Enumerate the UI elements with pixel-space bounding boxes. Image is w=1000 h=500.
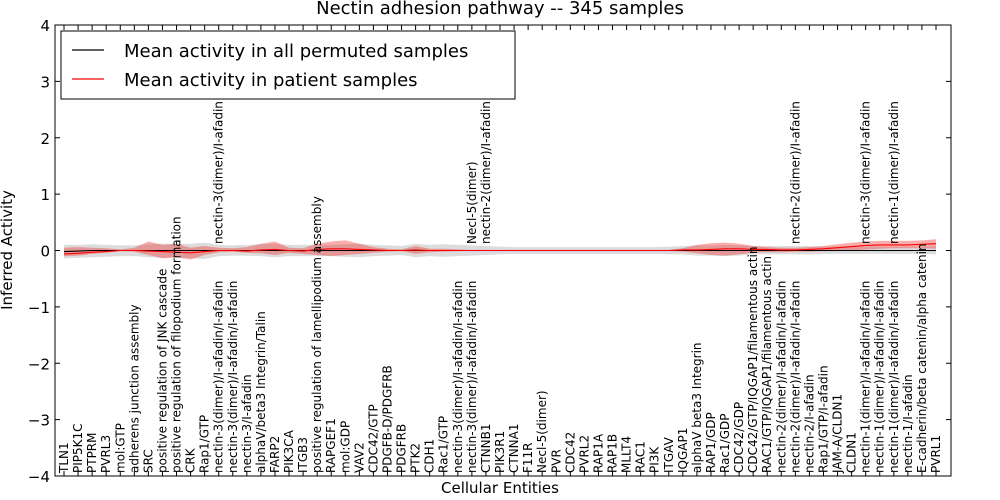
x-tick-label: PTK2 (409, 443, 423, 473)
y-tick-label: 4 (40, 17, 50, 35)
x-tick-label: RAC1 (634, 441, 648, 473)
x-tick-label: FARP2 (268, 436, 282, 473)
x-tick-label: positive regulation of filopodium format… (170, 216, 184, 473)
x-tick-label: nectin-3(dimer)/I-afadin/I-afadin (212, 281, 226, 473)
x-tick-label: CTNNA1 (507, 423, 521, 473)
x-tick-label: mol:GDP (338, 421, 352, 473)
x-tick-label: PIK3CA (282, 429, 296, 473)
x-tick-label: PI3K (648, 446, 662, 473)
x-tick-label: Rac1/GDP (718, 414, 732, 473)
x-tick-label: PVRL3 (99, 435, 113, 473)
x-tick-label: PTPRM (85, 433, 99, 474)
x-tick-label: RAC1/GTP/IQGAP1/filamentous actin (760, 256, 774, 473)
x-tick-label: CDC42/GTP/IQGAP1/filamentous actin (746, 247, 760, 473)
x-tick-label: PDGFB-D/PDGFRB (381, 365, 395, 473)
series-lines (63, 243, 937, 255)
x-tick-label: PIP5K1C (71, 423, 85, 473)
y-axis-label: Inferred Activity (0, 190, 16, 310)
y-tick-label: 2 (40, 130, 50, 148)
chart-title: Nectin adhesion pathway -- 345 samples (316, 0, 684, 19)
x-axis: TLN1 PIP5K1C PTPRM PVRL3 mol:GTP adherens jun… (57, 25, 943, 476)
legend-label-permuted: Mean activity in all permuted samples (124, 41, 468, 62)
x-tick-label: PIK3R1 (493, 431, 507, 473)
y-tick-label: 0 (40, 243, 50, 261)
x-tick-label: nectin-1(dimer)/I-afadin/I-afadin (887, 281, 901, 473)
x-tick-label: CDC42/GTP (366, 404, 380, 473)
x-tick-label: Necl-5(dimer) (535, 390, 549, 473)
x-tick-label: RAP1/GDP (704, 412, 718, 473)
x-tick-label: MLLT4 (620, 436, 634, 473)
x-tick-label: PVRL1 (929, 435, 943, 473)
x-tick-label: TLN1 (57, 442, 71, 474)
x-tick-label: SRC (141, 449, 155, 473)
x-tick-label: PDGFRB (395, 424, 409, 473)
x-tick-label-extra: Necl-5(dimer) (465, 161, 479, 244)
x-tick-label: RAP1A (592, 433, 606, 473)
band-patient (64, 239, 936, 260)
x-tick-label: CLDN1 (845, 432, 859, 473)
x-tick-label: RAP1B (606, 434, 620, 473)
y-axis: −4 −3 −2 −1 0 1 2 3 4 (28, 17, 951, 486)
x-tick-label-extra: nectin-1(dimer)/I-afadin (887, 101, 901, 244)
y-tick-label: −4 (28, 468, 50, 486)
x-tick-label: Rac1/GTP (437, 416, 451, 473)
x-tick-label: Rap1/GTP (198, 415, 212, 473)
x-tick-label: nectin-3(dimer)/I-afadin/I-afadin (465, 281, 479, 473)
x-tick-label: VAV2 (352, 442, 366, 473)
y-tick-label: 3 (40, 73, 50, 91)
x-tick-label: nectin-2(dimer)/I-afadin/I-afadin (774, 281, 788, 473)
x-tick-label: alphaV beta3 Integrin (690, 342, 704, 473)
x-tick-label: PVR (549, 449, 563, 473)
y-tick-label: 1 (40, 186, 50, 204)
x-tick-label: nectin-1(dimer)/I-afadin/I-afadin (859, 281, 873, 473)
x-tick-label: IQGAP1 (676, 428, 690, 473)
x-tick-label: nectin-2/I-afadin (802, 374, 816, 473)
x-tick-label: positive regulation of lamellipodium ass… (310, 196, 324, 473)
x-tick-label: nectin-3(dimer)/I-afadin/I-afadin (451, 281, 465, 473)
x-tick-label: F11R (521, 442, 535, 473)
x-tick-label-extra: nectin-2(dimer)/I-afadin (479, 101, 493, 244)
x-tick-label: nectin-1/I-afadin (901, 374, 915, 473)
line-patient (63, 243, 937, 255)
x-tick-label: positive regulation of JNK cascade (156, 269, 170, 473)
x-tick-label-extra: nectin-3(dimer)/I-afadin (212, 101, 226, 244)
y-tick-label: −3 (28, 412, 50, 430)
x-tick-label: JAM-A/CLDN1 (831, 394, 845, 474)
x-tick-label: E-cadherin/beta catenin/alpha catenin (915, 243, 929, 473)
x-tick-label: CTNNB1 (479, 423, 493, 473)
x-tick-label: Rap1/GTP/I-afadin (817, 365, 831, 473)
x-tick-label: adherens junction assembly (127, 304, 141, 473)
x-tick-label: nectin-1(dimer)/I-afadin/I-afadin (873, 281, 887, 473)
legend-label-patient: Mean activity in patient samples (124, 70, 418, 91)
x-tick-label: alphaV/beta3 Integrin/Talin (254, 311, 268, 473)
x-tick-label: RAPGEF1 (324, 418, 338, 473)
legend: Mean activity in all permuted samples Me… (60, 30, 516, 100)
y-tick-label: −2 (28, 355, 50, 373)
legend-box (60, 30, 516, 100)
x-tick-label: nectin-2(dimer)/I-afadin/I-afadin (788, 281, 802, 473)
x-tick-label: PVRL2 (577, 435, 591, 473)
x-tick-label-extra: nectin-3(dimer)/I-afadin (859, 101, 873, 244)
x-axis-label: Cellular Entities (441, 479, 559, 497)
x-tick-label: ITGAV (662, 436, 676, 473)
x-tick-label: CRK (184, 447, 198, 473)
x-tick-label: CDC42/GDP (732, 402, 746, 473)
x-tick-label: nectin-3/I-afadin (240, 374, 254, 473)
x-tick-label: ITGB3 (296, 437, 310, 473)
y-tick-label: −1 (28, 299, 50, 317)
x-tick-label: nectin-3(dimer)/I-afadin/I-afadin (226, 281, 240, 473)
x-tick-label-extra: nectin-2(dimer)/I-afadin (788, 101, 802, 244)
x-tick-label: mol:GTP (113, 423, 127, 473)
x-tick-label: CDC42 (563, 432, 577, 473)
x-tick-label: CDH1 (423, 439, 437, 473)
